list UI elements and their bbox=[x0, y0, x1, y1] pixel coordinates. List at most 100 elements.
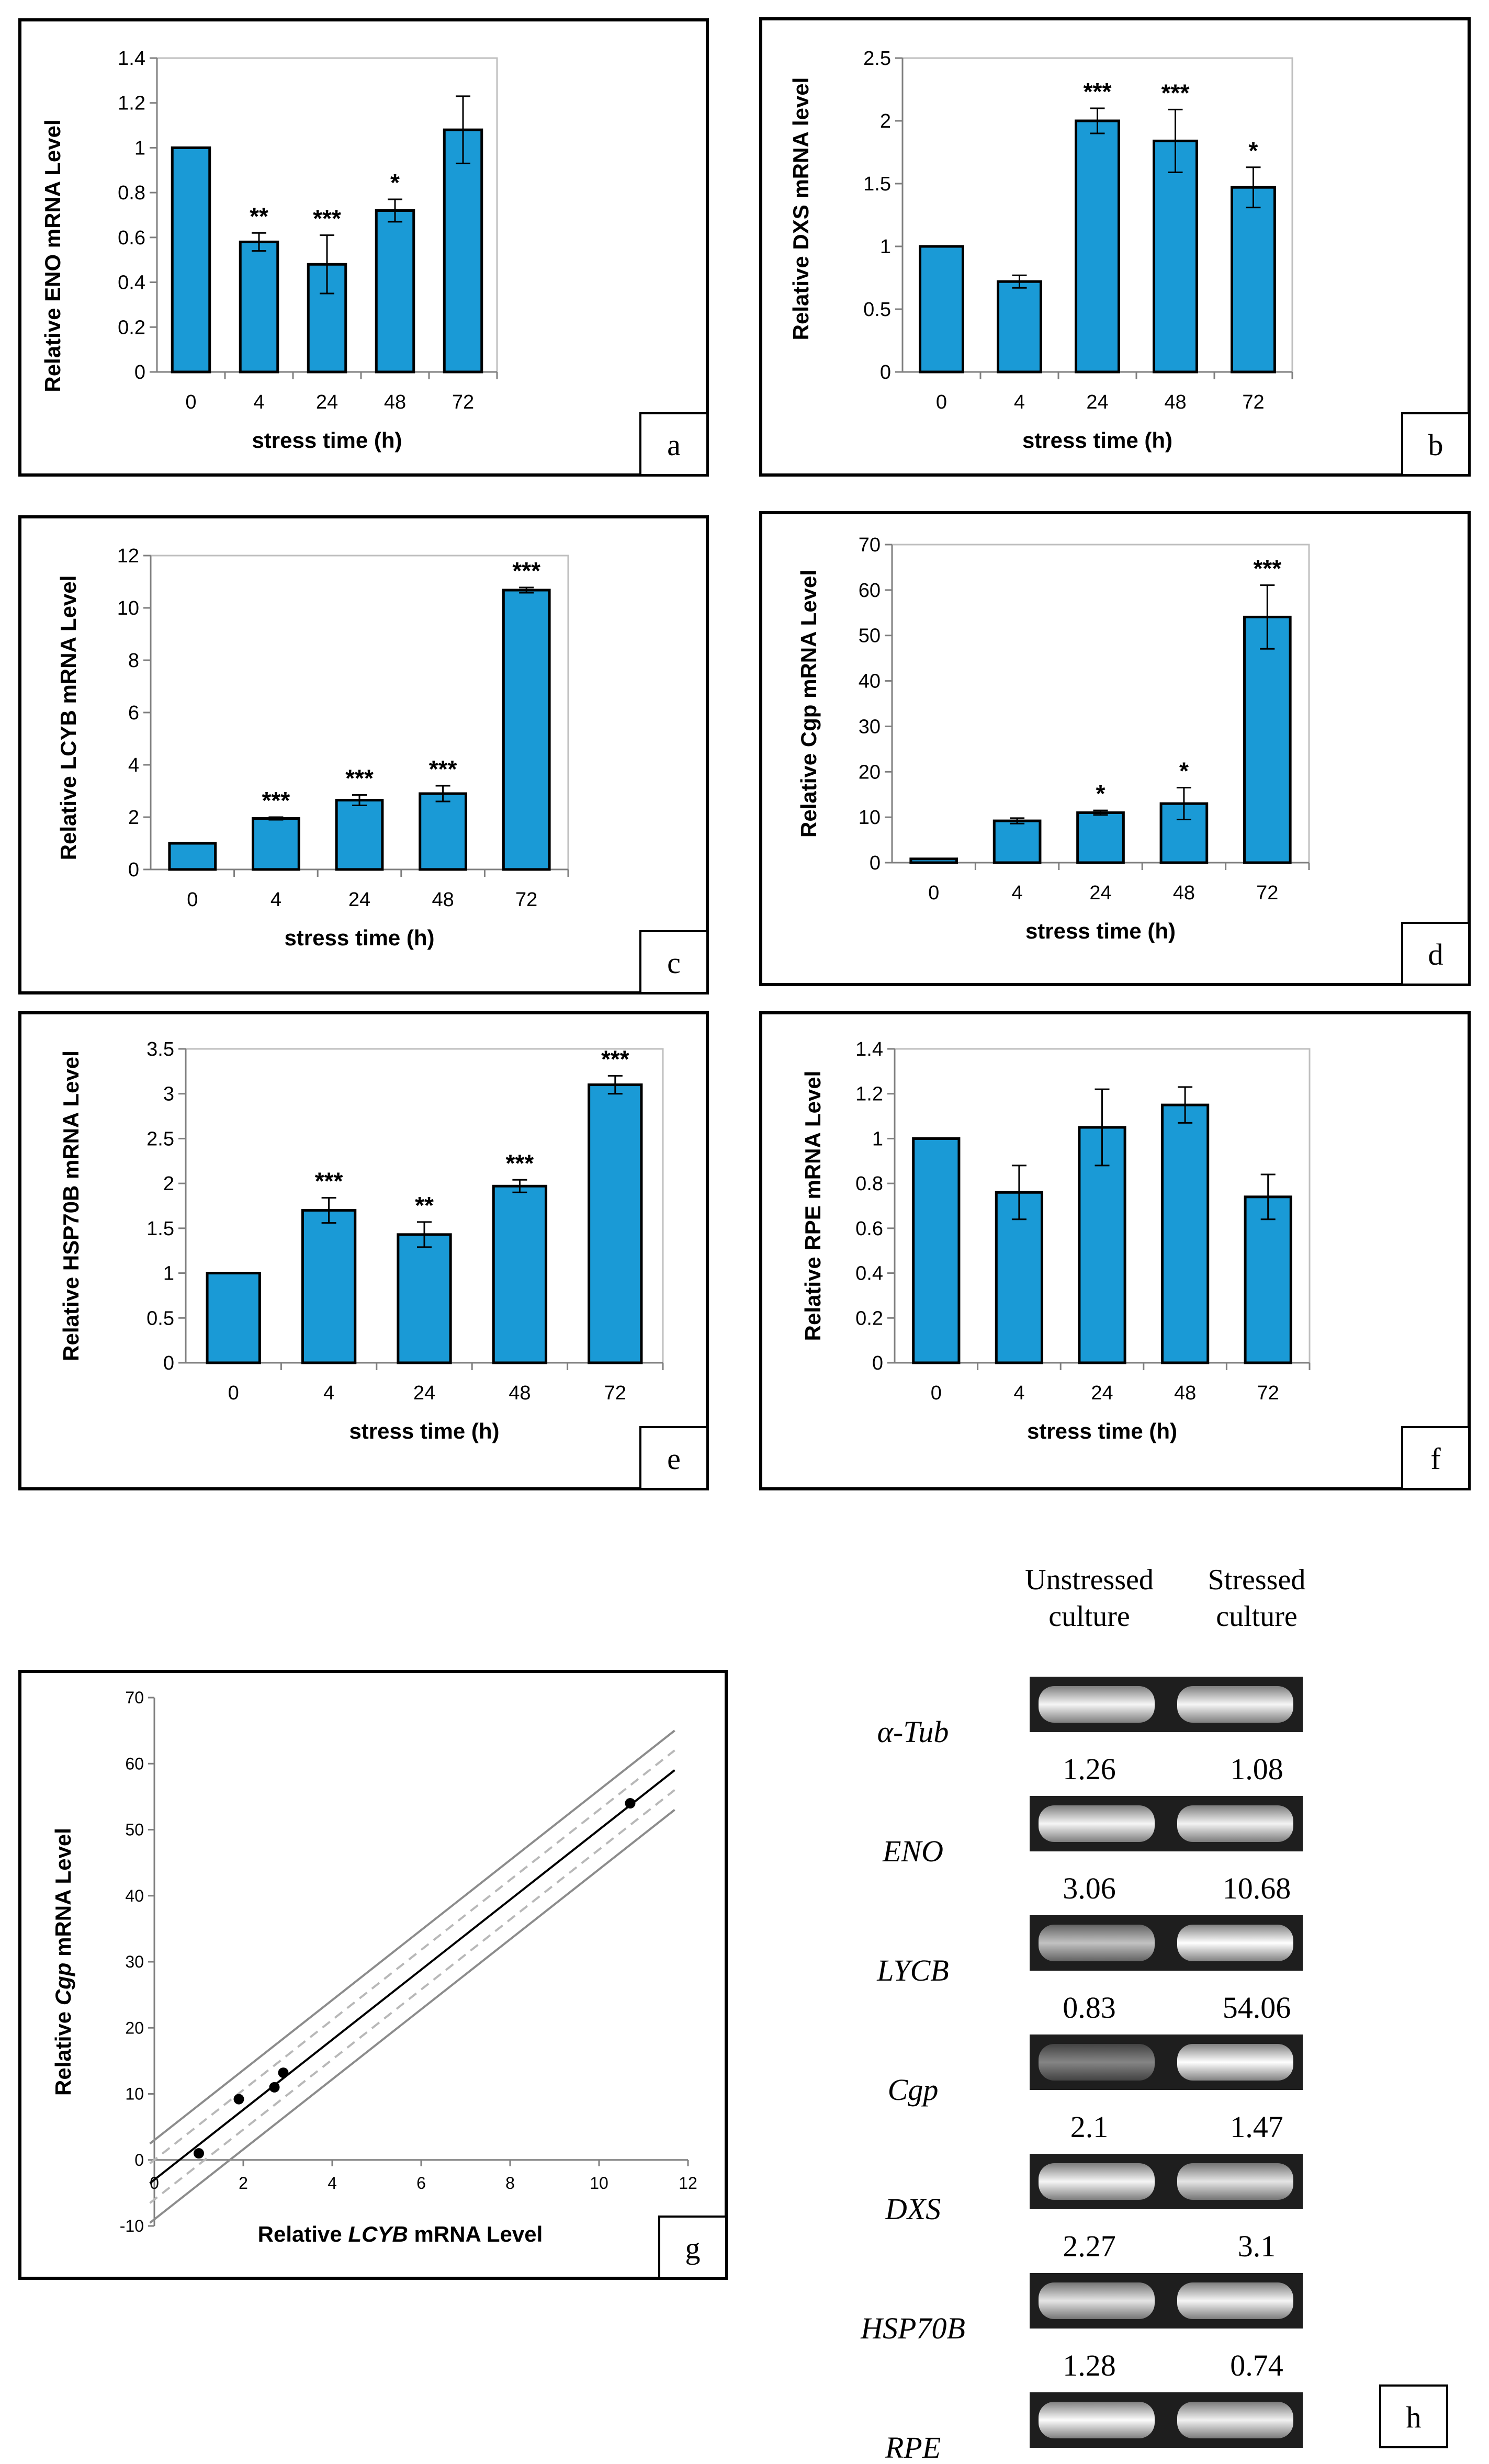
panel-frame bbox=[18, 1011, 709, 1490]
y-tick-label: 50 bbox=[859, 625, 881, 647]
x-axis-title: stress time (h) bbox=[349, 1419, 499, 1443]
gel-band bbox=[1177, 2282, 1293, 2319]
x-tick-label: 24 bbox=[1091, 1382, 1113, 1404]
bar bbox=[252, 817, 300, 871]
x-tick-label: 24 bbox=[1089, 882, 1111, 904]
significance-marker: ** bbox=[415, 1192, 434, 1219]
y-tick-label: 3 bbox=[163, 1083, 174, 1105]
y-tick-label: 3.5 bbox=[146, 1038, 174, 1060]
y-tick-label: 0.6 bbox=[118, 227, 145, 249]
panel-frame bbox=[759, 1011, 1471, 1490]
bar bbox=[1244, 1195, 1292, 1364]
significance-marker: *** bbox=[429, 755, 457, 783]
y-tick-label: 0 bbox=[128, 859, 139, 881]
significance-marker: * bbox=[1096, 780, 1106, 807]
gene-label: HSP70B bbox=[860, 2311, 965, 2345]
bar bbox=[502, 589, 551, 871]
bar bbox=[375, 209, 415, 374]
panel-frame bbox=[759, 511, 1471, 986]
significance-marker: *** bbox=[1084, 78, 1112, 105]
bar bbox=[443, 128, 483, 374]
quant-value: 10.68 bbox=[1223, 1871, 1291, 1905]
bar bbox=[206, 1272, 261, 1364]
gel-band bbox=[1039, 2044, 1155, 2081]
data-point bbox=[625, 1798, 636, 1809]
panel-letter: h bbox=[1406, 2400, 1422, 2434]
panel-letter: g bbox=[685, 2231, 701, 2265]
panel-frame bbox=[18, 515, 709, 994]
bar bbox=[335, 799, 384, 871]
y-tick-label: 10 bbox=[859, 807, 881, 829]
x-tick-label: 4 bbox=[1012, 882, 1023, 904]
y-tick-label: 2 bbox=[128, 807, 139, 829]
panel-frame bbox=[18, 1670, 728, 2280]
gene-label: α-Tub bbox=[877, 1715, 949, 1749]
x-tick-label: 48 bbox=[432, 889, 454, 911]
x-tick-label: 8 bbox=[505, 2174, 515, 2192]
significance-marker: * bbox=[1179, 758, 1189, 785]
x-axis-title: stress time (h) bbox=[1022, 428, 1172, 453]
bar bbox=[1076, 811, 1125, 864]
regression-line bbox=[149, 1769, 675, 2184]
data-point bbox=[269, 2082, 280, 2093]
x-axis-title-part: LCYB bbox=[348, 2222, 408, 2246]
y-axis-title: Relative HSP70B mRNA Level bbox=[59, 1050, 83, 1361]
confidence-band-lower bbox=[149, 1789, 675, 2204]
y-tick-label: 40 bbox=[859, 671, 881, 693]
x-axis-title: stress time (h) bbox=[1025, 919, 1176, 943]
gel-band bbox=[1177, 2163, 1293, 2200]
y-tick-label: 1.2 bbox=[118, 93, 145, 115]
panel-letter-box bbox=[1379, 2384, 1448, 2448]
confidence-band-upper bbox=[149, 1749, 675, 2165]
x-tick-label: 24 bbox=[348, 889, 370, 911]
bar bbox=[1153, 139, 1198, 374]
panel-letter: b bbox=[1428, 428, 1443, 462]
x-tick-label: 4 bbox=[253, 391, 264, 413]
x-axis-title: stress time (h) bbox=[1027, 1419, 1177, 1443]
gel-band bbox=[1177, 1925, 1293, 1961]
gel-band bbox=[1039, 1805, 1155, 1842]
data-point bbox=[233, 2094, 244, 2105]
x-tick-label: 0 bbox=[931, 1382, 942, 1404]
panel-letter: d bbox=[1428, 937, 1443, 971]
x-tick-label: 72 bbox=[1256, 882, 1278, 904]
x-tick-label: 48 bbox=[1174, 1382, 1196, 1404]
gel-band bbox=[1177, 1805, 1293, 1842]
bar bbox=[1078, 1126, 1126, 1364]
y-tick-label: 70 bbox=[859, 534, 881, 556]
y-tick-label: 6 bbox=[128, 702, 139, 724]
y-tick-label: 1 bbox=[872, 1128, 883, 1150]
x-tick-label: 24 bbox=[316, 391, 338, 413]
gene-label: ENO bbox=[882, 1834, 943, 1868]
panel-d: 0 10 20 30 40 50 60 70 0 4 24 * 48 * 72 *** stress time … bbox=[759, 511, 1471, 986]
x-tick-label: 0 bbox=[228, 1382, 239, 1404]
bar bbox=[1231, 186, 1276, 374]
significance-marker: * bbox=[1249, 137, 1258, 164]
bar bbox=[171, 146, 211, 374]
y-tick-label: 0 bbox=[872, 1352, 883, 1374]
gene-label: DXS bbox=[885, 2192, 941, 2226]
x-tick-label: 4 bbox=[270, 889, 281, 911]
gene-label: Cgp bbox=[888, 2073, 939, 2107]
x-tick-label: 48 bbox=[384, 391, 406, 413]
column-header: culture bbox=[1048, 1600, 1130, 1633]
y-tick-label: 1.4 bbox=[118, 48, 145, 70]
panel-letter-box bbox=[639, 412, 708, 476]
quant-value: 2.27 bbox=[1063, 2229, 1116, 2263]
y-tick-label: 20 bbox=[125, 2018, 144, 2037]
x-axis-title-part: Relative bbox=[258, 2222, 348, 2246]
prediction-band-upper bbox=[149, 1730, 675, 2145]
y-tick-label: 1 bbox=[163, 1263, 174, 1285]
significance-marker: *** bbox=[315, 1168, 343, 1195]
column-header: culture bbox=[1216, 1600, 1297, 1633]
gel-band bbox=[1177, 2402, 1293, 2438]
y-tick-label: 2.5 bbox=[146, 1128, 174, 1150]
data-point bbox=[194, 2148, 204, 2159]
y-tick-label: 70 bbox=[125, 1688, 144, 1707]
significance-marker: *** bbox=[345, 765, 374, 792]
bar bbox=[168, 842, 217, 871]
x-axis-title-part: mRNA Level bbox=[408, 2222, 543, 2246]
y-tick-label: -10 bbox=[120, 2217, 144, 2235]
quant-value: 3.1 bbox=[1238, 2229, 1276, 2263]
y-axis-title: Relative Cgp mRNA Level bbox=[51, 1828, 75, 2096]
